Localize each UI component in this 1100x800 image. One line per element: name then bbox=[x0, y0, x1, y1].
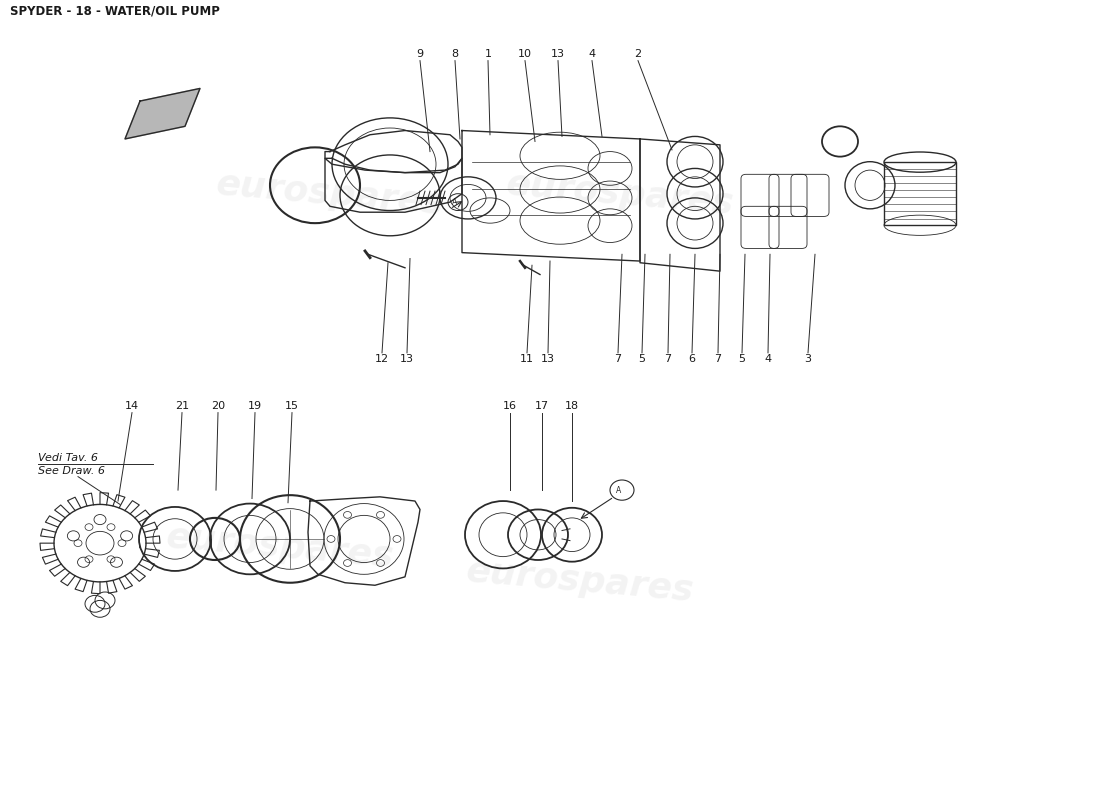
Text: SPYDER - 18 - WATER/OIL PUMP: SPYDER - 18 - WATER/OIL PUMP bbox=[10, 4, 220, 18]
Text: eurospares: eurospares bbox=[505, 166, 736, 221]
Text: 10: 10 bbox=[518, 49, 532, 59]
Text: See Draw. 6: See Draw. 6 bbox=[39, 466, 104, 476]
Text: 18: 18 bbox=[565, 401, 579, 411]
Text: 7: 7 bbox=[615, 354, 622, 364]
Text: A: A bbox=[616, 486, 622, 494]
Text: eurospares: eurospares bbox=[464, 554, 695, 608]
Text: Vedi Tav. 6: Vedi Tav. 6 bbox=[39, 453, 98, 463]
Text: 2: 2 bbox=[635, 49, 641, 59]
Bar bbox=[884, 162, 956, 226]
Text: 19: 19 bbox=[248, 401, 262, 411]
Text: eurospares: eurospares bbox=[165, 521, 395, 574]
Text: 21: 21 bbox=[175, 401, 189, 411]
Text: 13: 13 bbox=[541, 354, 556, 364]
Text: 9: 9 bbox=[417, 49, 424, 59]
Polygon shape bbox=[125, 89, 200, 139]
Text: 17: 17 bbox=[535, 401, 549, 411]
Text: 5: 5 bbox=[638, 354, 646, 364]
Text: A: A bbox=[452, 198, 458, 206]
Text: 15: 15 bbox=[285, 401, 299, 411]
Text: 13: 13 bbox=[400, 354, 414, 364]
Text: 5: 5 bbox=[738, 354, 746, 364]
Text: 3: 3 bbox=[804, 354, 812, 364]
Text: 12: 12 bbox=[375, 354, 389, 364]
Text: 4: 4 bbox=[588, 49, 595, 59]
Text: 1: 1 bbox=[484, 49, 492, 59]
Text: 14: 14 bbox=[125, 401, 139, 411]
Text: 20: 20 bbox=[211, 401, 226, 411]
Text: 11: 11 bbox=[520, 354, 534, 364]
Text: 7: 7 bbox=[664, 354, 672, 364]
Text: 13: 13 bbox=[551, 49, 565, 59]
Text: 7: 7 bbox=[714, 354, 722, 364]
Text: 8: 8 bbox=[451, 49, 459, 59]
Text: eurospares: eurospares bbox=[214, 166, 446, 221]
Text: 4: 4 bbox=[764, 354, 771, 364]
Text: 6: 6 bbox=[689, 354, 695, 364]
Text: 16: 16 bbox=[503, 401, 517, 411]
